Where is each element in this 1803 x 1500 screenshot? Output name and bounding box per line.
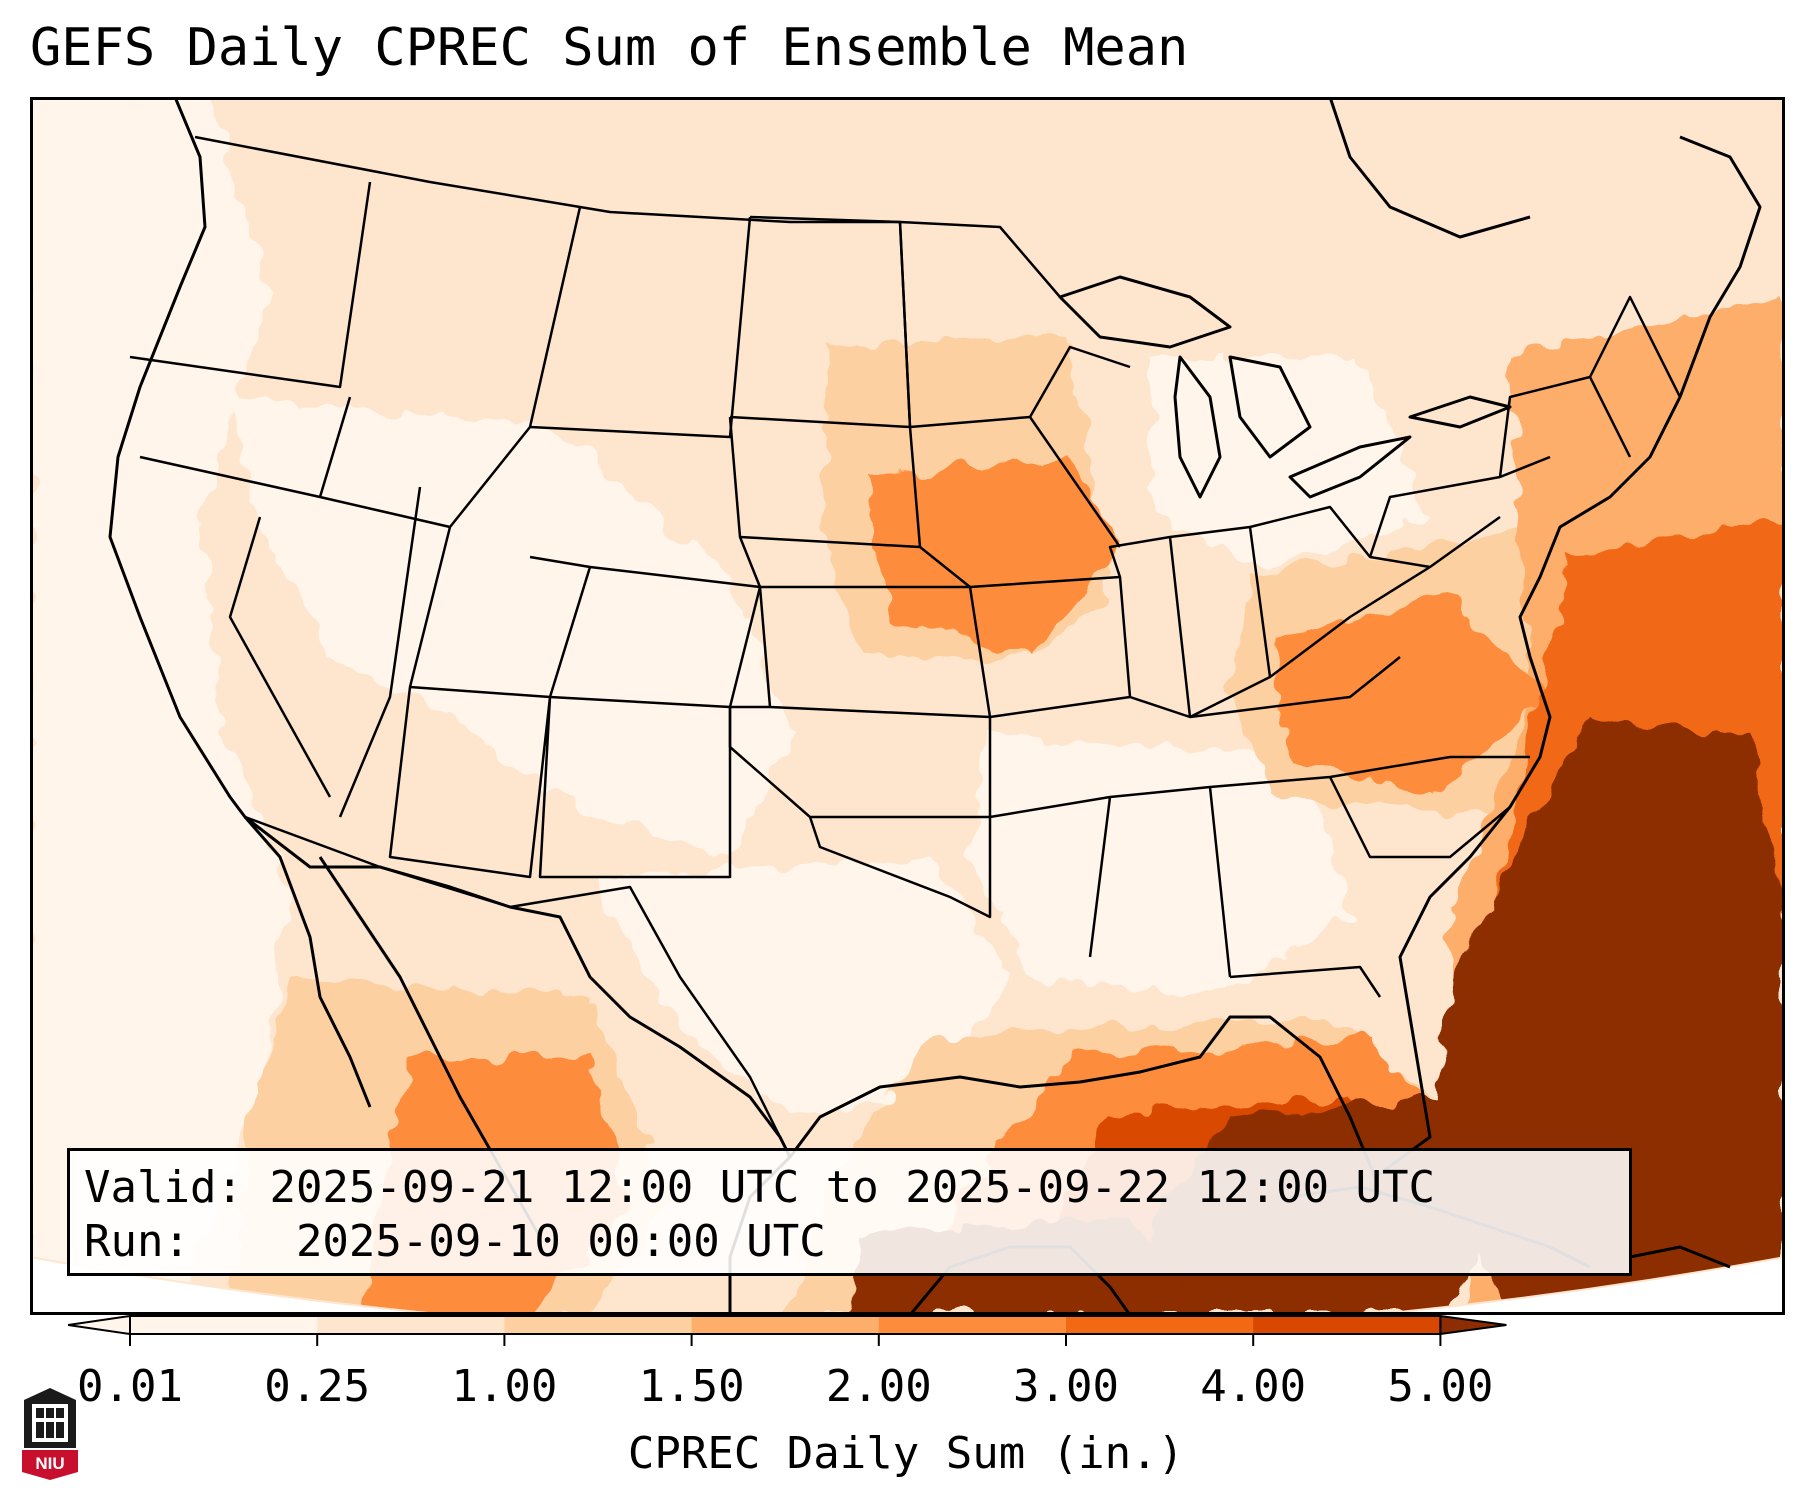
us-outline bbox=[108, 97, 1762, 1179]
precip-light-southeast bbox=[970, 737, 1350, 997]
run-time-row: Run: 2025-09-10 00:00 UTC bbox=[84, 1215, 1615, 1269]
colorbar-segment bbox=[1066, 1316, 1254, 1334]
colorbar-segment bbox=[130, 1316, 318, 1334]
great-lakes-huron bbox=[1228, 355, 1312, 459]
colorbar-tick-label: 2.00 bbox=[825, 1361, 932, 1412]
colorbar-tick-label: 3.00 bbox=[1013, 1361, 1119, 1412]
colorbar-tick-label: 4.00 bbox=[1200, 1361, 1307, 1412]
colorbar-segment bbox=[504, 1316, 693, 1334]
colorbar-extend-max bbox=[1439, 1314, 1507, 1336]
colorbar-extend-min bbox=[68, 1314, 131, 1336]
us-canada-border bbox=[194, 135, 1061, 298]
valid-time-row: Valid: 2025-09-21 12:00 UTC to 2025-09-2… bbox=[84, 1161, 1615, 1215]
precip-light-interior bbox=[230, 397, 790, 857]
colorbar-segment bbox=[691, 1316, 880, 1334]
precipitation-map bbox=[30, 97, 1785, 1315]
run-label: Run: bbox=[84, 1216, 190, 1267]
precip-field bbox=[30, 97, 1785, 1315]
hudson-bay-coast bbox=[1328, 97, 1531, 239]
precip-light-texas bbox=[590, 857, 1010, 1117]
state-boundaries bbox=[129, 135, 1682, 1158]
valid-run-info-box: Valid: 2025-09-21 12:00 UTC to 2025-09-2… bbox=[67, 1148, 1632, 1276]
great-lakes-erie bbox=[1288, 435, 1412, 499]
map-frame bbox=[30, 97, 1785, 1315]
precip-heavy-appalachia bbox=[1270, 597, 1550, 797]
projection-edge bbox=[30, 1257, 1785, 1315]
hispaniola bbox=[1629, 1245, 1731, 1269]
niu-logo: NIU bbox=[22, 1388, 78, 1480]
colorbar-tick-label: 1.50 bbox=[638, 1361, 745, 1412]
us-mexico-border bbox=[244, 815, 792, 1158]
colorbar-outline bbox=[129, 1315, 1442, 1335]
state-lines-east bbox=[898, 221, 1682, 998]
valid-value: 2025-09-21 12:00 UTC to 2025-09-22 12:00… bbox=[269, 1162, 1436, 1213]
run-value: 2025-09-10 00:00 UTC bbox=[295, 1216, 826, 1267]
baja-coast bbox=[243, 816, 372, 1108]
colorbar-tick-label: 0.01 bbox=[77, 1361, 183, 1412]
colorbar-label: CPREC Daily Sum (in.) bbox=[627, 1428, 1185, 1479]
projection-edge-line bbox=[30, 1256, 1785, 1315]
colorbar-segment bbox=[1253, 1316, 1441, 1334]
colorbar-tick-label: 5.00 bbox=[1387, 1361, 1494, 1412]
niu-logo-text: NIU bbox=[35, 1454, 64, 1473]
valid-label: Valid: bbox=[84, 1162, 243, 1213]
precip-light-west bbox=[30, 97, 290, 1315]
colorbar-tick-label: 0.25 bbox=[264, 1361, 371, 1412]
state-lines-west bbox=[129, 181, 762, 879]
great-lakes-superior bbox=[1058, 275, 1232, 349]
great-lakes-michigan bbox=[1173, 355, 1222, 499]
colorbar-tick-label: 1.00 bbox=[451, 1361, 558, 1412]
precip-light-lakes bbox=[1150, 357, 1430, 567]
map-title: GEFS Daily CPREC Sum of Ensemble Mean bbox=[30, 18, 1189, 78]
colorbar bbox=[68, 1314, 1507, 1346]
colorbar-segment bbox=[317, 1316, 505, 1334]
precip-heavy-midwest bbox=[870, 457, 1120, 657]
colorbar-segment bbox=[878, 1316, 1067, 1334]
